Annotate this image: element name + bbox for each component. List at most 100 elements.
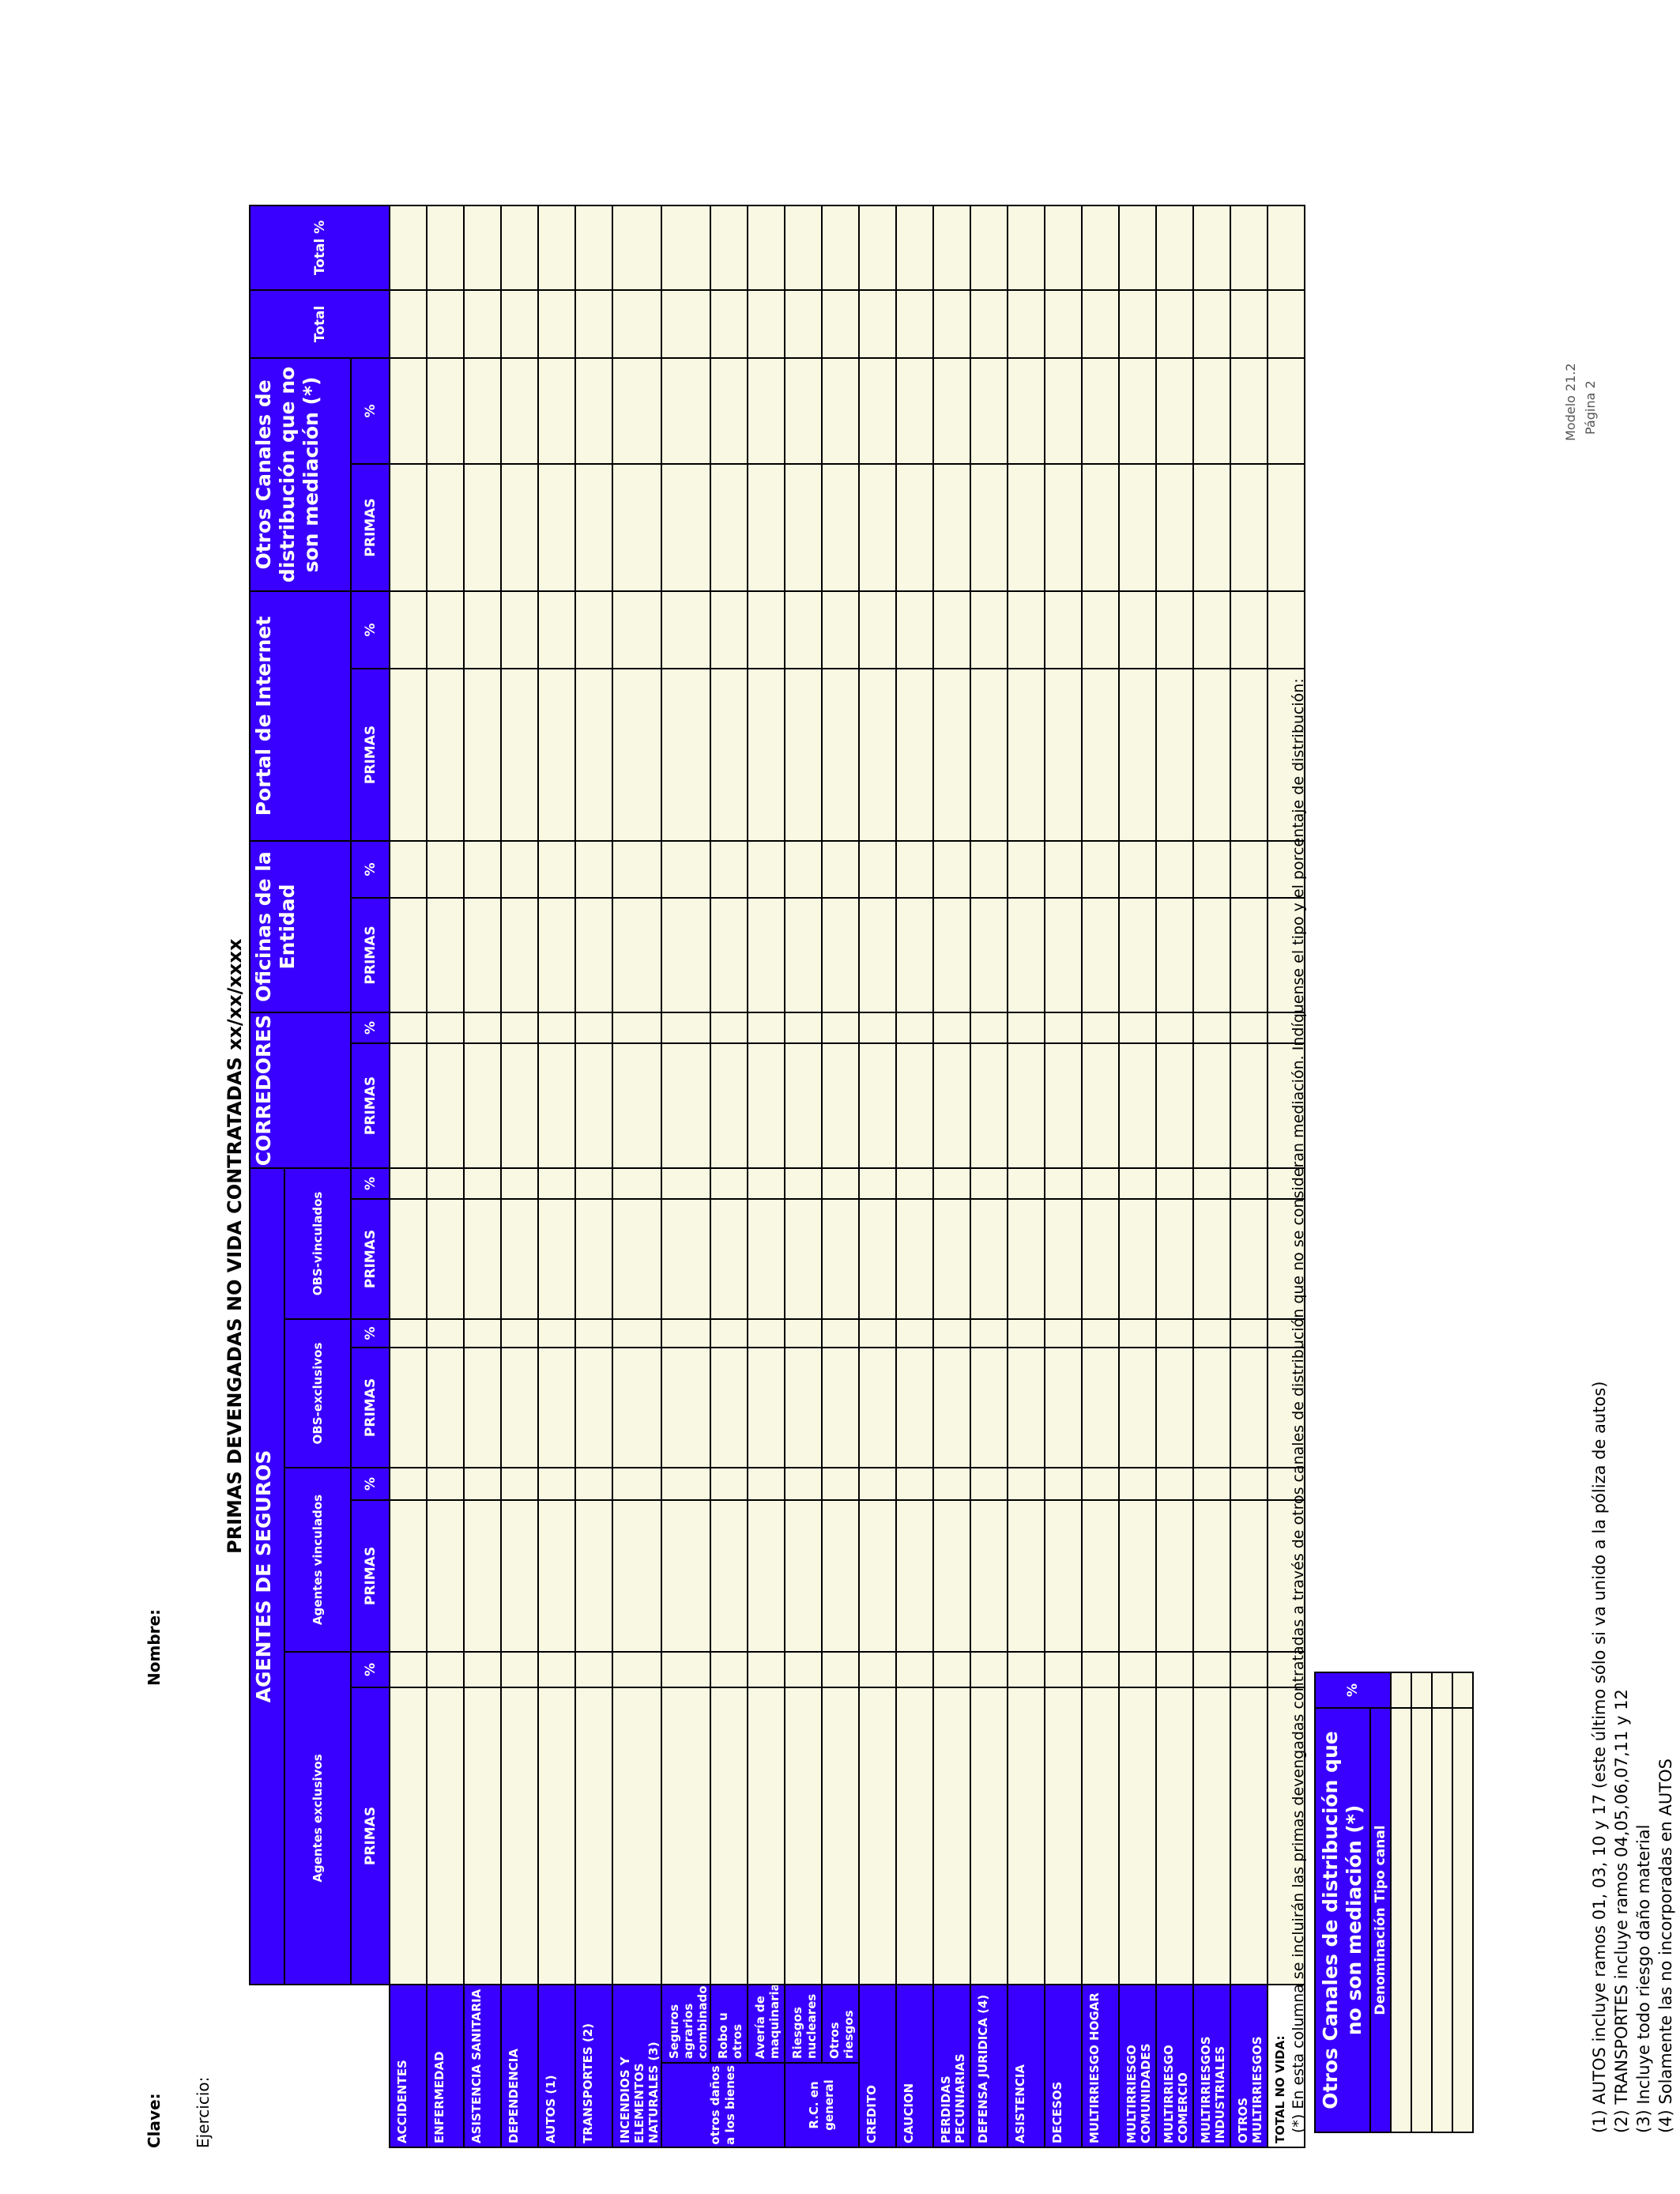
data-cell [748,897,785,1012]
data-cell [464,1468,501,1500]
data-row: CREDITO [859,205,896,2147]
data-cell [390,590,427,669]
data-cell [390,1468,427,1500]
data-cell [501,590,538,669]
data-cell [661,205,710,290]
data-cell [822,668,859,841]
column-header: % [351,1652,390,1687]
data-cell [859,1687,896,1985]
data-cell [390,463,427,591]
data-cell [464,1652,501,1687]
side-table: Otros Canales de distribución que no son… [1314,1672,1474,2133]
data-cell [1008,289,1045,358]
data-cell [427,1468,464,1500]
data-cell [1156,1652,1193,1687]
data-cell [1156,289,1193,358]
data-cell [575,840,612,898]
data-cell [1119,1167,1156,1199]
data-cell [1156,668,1193,841]
data-cell [390,897,427,1012]
data-cell [970,463,1008,591]
data-cell [427,289,464,358]
data-cell [390,1319,427,1348]
data-cell [661,463,710,591]
row-label: Otros riesgos [822,1985,859,2063]
data-cell [464,590,501,669]
subgroup-header: Agentes vinculados [284,1468,351,1652]
data-cell [970,289,1008,358]
data-cell [896,1319,933,1348]
data-cell [1230,897,1268,1012]
column-header: % [351,1012,390,1043]
data-cell [933,205,970,290]
data-cell [822,1167,859,1199]
column-header: PRIMAS [351,1348,390,1468]
data-cell [933,897,970,1012]
data-row: DEPENDENCIA [501,205,538,2147]
total-header: Total % [250,205,390,290]
data-cell [1119,1012,1156,1043]
subgroup-header: OBS-vinculados [284,1167,351,1319]
data-cell [427,1348,464,1468]
data-cell [748,1687,785,1985]
data-cell [710,668,748,841]
data-cell [970,1042,1008,1168]
data-cell [538,357,575,464]
data-cell [896,1687,933,1985]
data-cell [1230,357,1268,464]
cell [1452,1672,1473,1708]
data-cell [859,840,896,898]
data-cell [1156,897,1193,1012]
data-cell [501,668,538,841]
data-row: PERDIDAS PECUNIARIAS [933,205,970,2147]
data-cell [1193,463,1230,591]
data-cell [710,463,748,591]
data-cell [1008,1319,1045,1348]
data-cell [896,289,933,358]
cell [1391,1672,1411,1708]
data-cell [612,1468,661,1500]
data-cell [612,1199,661,1319]
data-cell [612,1167,661,1199]
data-cell [1008,1042,1045,1168]
data-cell [1008,1687,1045,1985]
data-cell [1230,463,1268,591]
data-cell [427,463,464,591]
data-cell [612,840,661,898]
data-cell [1045,1348,1082,1468]
data-cell [785,1199,822,1319]
data-cell [710,840,748,898]
data-cell [748,1348,785,1468]
data-cell [933,1167,970,1199]
data-cell [748,1167,785,1199]
data-cell [785,668,822,841]
data-cell [427,1319,464,1348]
data-cell [859,1012,896,1043]
data-cell [612,463,661,591]
data-cell [1119,205,1156,290]
data-cell [501,1199,538,1319]
data-cell [575,289,612,358]
data-cell [390,289,427,358]
data-cell [501,840,538,898]
data-cell [464,897,501,1012]
group-header: AGENTES DE SEGUROS [250,1167,284,1985]
data-cell [538,590,575,669]
data-cell [822,1468,859,1500]
row-label: ASISTENCIA SANITARIA [464,1985,501,2147]
data-cell [427,1500,464,1652]
data-cell [427,1652,464,1687]
data-cell [710,1348,748,1468]
data-cell [612,590,661,669]
data-cell [1156,590,1193,669]
data-cell [1008,1652,1045,1687]
data-cell [1156,1468,1193,1500]
data-cell [575,897,612,1012]
data-cell [710,205,748,290]
column-header: Denominación Tipo canal [1370,1708,1391,2132]
data-cell [612,1012,661,1043]
data-cell [575,1042,612,1168]
data-cell [1156,205,1193,290]
data-cell [501,897,538,1012]
